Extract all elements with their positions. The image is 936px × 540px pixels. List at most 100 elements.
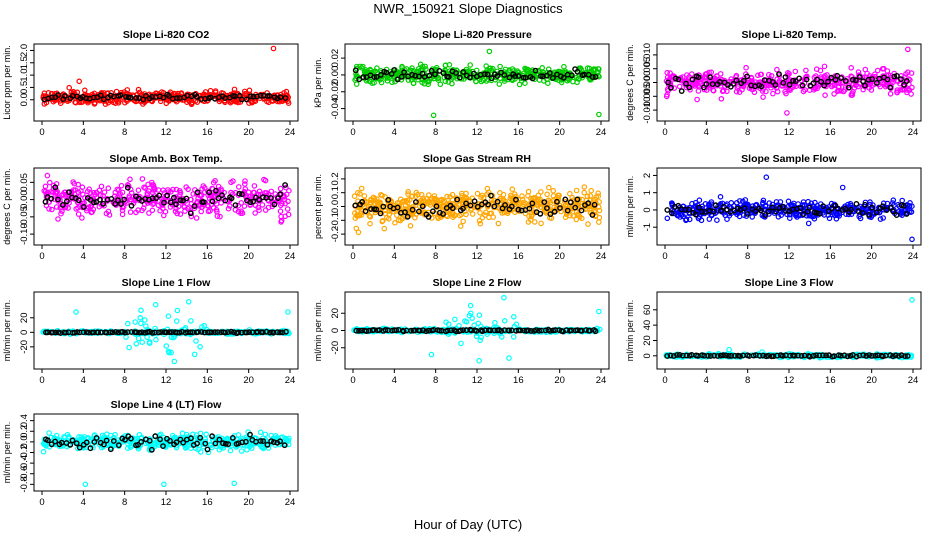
data-point xyxy=(415,65,422,72)
data-point xyxy=(744,73,750,80)
data-point xyxy=(46,206,52,212)
x-tick-label: 24 xyxy=(285,375,296,386)
data-point xyxy=(250,198,257,205)
data-point xyxy=(510,334,517,340)
data-point xyxy=(155,202,162,209)
x-tick-label: 0 xyxy=(39,127,44,138)
data-point xyxy=(496,81,503,87)
y-tick-label: -1 xyxy=(642,223,653,231)
data-point xyxy=(695,88,702,94)
y-tick-label: -0.04 xyxy=(330,98,341,120)
data-point xyxy=(899,197,906,204)
x-tick-label: 20 xyxy=(554,375,565,386)
data-point xyxy=(117,92,124,99)
data-point xyxy=(139,339,146,346)
data-point xyxy=(285,198,291,205)
y-axis-label: ml/min per min. xyxy=(313,300,323,362)
data-point xyxy=(177,197,184,204)
data-point xyxy=(821,82,828,89)
data-point xyxy=(452,316,458,323)
data-point xyxy=(907,77,913,83)
data-point xyxy=(487,65,494,72)
x-tick-label: 4 xyxy=(81,497,86,508)
data-point xyxy=(689,76,696,83)
data-point xyxy=(80,203,87,210)
data-point xyxy=(232,202,239,209)
panel-title: Slope Line 3 Flow xyxy=(745,277,835,289)
data-point xyxy=(177,211,184,217)
y-axis-label: degrees C per min. xyxy=(2,168,12,245)
data-point xyxy=(101,189,108,196)
data-point xyxy=(471,322,478,329)
data-point xyxy=(686,74,692,80)
x-tick-label: 16 xyxy=(202,127,213,138)
data-point xyxy=(194,189,201,196)
x-tick-label: 8 xyxy=(122,375,127,386)
data-point xyxy=(113,88,120,95)
data-point xyxy=(394,76,401,83)
data-point xyxy=(353,73,360,79)
data-point xyxy=(842,78,849,84)
data-point xyxy=(75,189,82,196)
data-point xyxy=(405,188,412,195)
data-point xyxy=(271,201,278,208)
data-point xyxy=(678,88,685,95)
data-point xyxy=(588,187,595,194)
data-point xyxy=(277,191,284,198)
x-tick-label: 12 xyxy=(161,497,172,508)
data-point xyxy=(250,93,257,100)
data-point xyxy=(199,186,205,192)
data-point xyxy=(776,71,782,78)
data-point xyxy=(100,200,107,207)
x-tick-label: 4 xyxy=(704,375,709,386)
data-point xyxy=(825,78,831,85)
data-point xyxy=(98,183,105,190)
y-axis-label: Licor ppm per min. xyxy=(2,45,12,120)
x-tick-label: 0 xyxy=(662,127,667,138)
data-point xyxy=(592,74,599,80)
data-point xyxy=(181,203,187,209)
data-point xyxy=(506,74,513,81)
data-point xyxy=(898,76,904,83)
data-point xyxy=(213,89,219,96)
y-tick-label: -0.2 xyxy=(330,226,341,242)
data-point xyxy=(476,218,483,224)
data-point xyxy=(385,196,392,203)
x-tick-label: 8 xyxy=(122,497,127,508)
data-point xyxy=(501,317,508,324)
data-points xyxy=(40,298,292,365)
data-point xyxy=(544,80,551,87)
data-point xyxy=(707,74,714,81)
data-point xyxy=(161,199,167,206)
data-point xyxy=(173,95,180,102)
data-point xyxy=(142,317,148,323)
data-point xyxy=(82,195,88,201)
data-point xyxy=(53,204,60,210)
data-point xyxy=(250,189,257,196)
data-point xyxy=(138,320,144,327)
data-point xyxy=(570,78,576,85)
data-point xyxy=(357,191,363,197)
data-point xyxy=(363,67,369,73)
x-tick-label: 12 xyxy=(784,375,795,386)
data-point xyxy=(821,63,828,70)
data-points xyxy=(40,429,292,488)
data-point xyxy=(532,67,539,74)
data-point xyxy=(49,206,55,213)
data-point xyxy=(59,201,66,208)
data-point xyxy=(146,210,152,216)
data-point xyxy=(467,302,474,309)
x-tick-label: 24 xyxy=(908,251,919,262)
data-point xyxy=(409,71,415,78)
data-point xyxy=(897,87,904,93)
data-point xyxy=(469,211,476,217)
x-tick-label: 12 xyxy=(784,127,795,138)
data-point xyxy=(595,66,602,72)
y-tick-label: 1 xyxy=(642,190,653,195)
x-tick-label: 12 xyxy=(472,251,483,262)
data-point xyxy=(805,220,812,227)
data-point xyxy=(259,202,266,208)
data-point xyxy=(171,358,178,365)
data-point xyxy=(467,62,474,68)
